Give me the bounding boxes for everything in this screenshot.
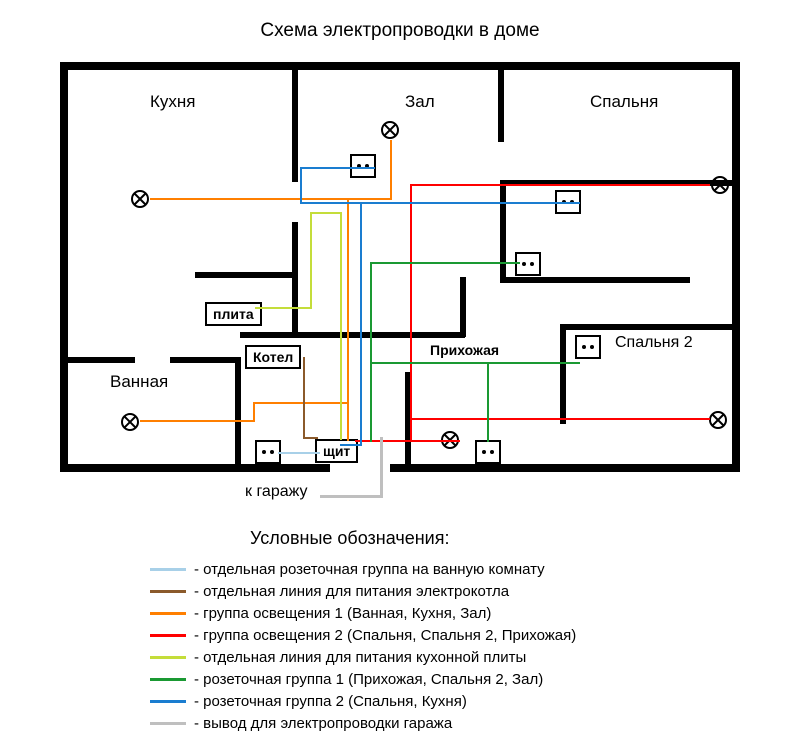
wire-green	[370, 262, 520, 264]
socket-icon	[575, 335, 601, 359]
legend-text: - отдельная розеточная группа на ванную …	[194, 561, 545, 578]
wire-red	[410, 184, 412, 442]
lamp-icon	[708, 410, 728, 430]
legend-text: - розеточная группа 1 (Прихожая, Спальня…	[194, 671, 543, 688]
wire-yellowgreen	[310, 212, 312, 307]
wire-orange	[150, 198, 392, 200]
wire-orange	[253, 402, 255, 422]
wire-green	[487, 362, 489, 442]
socket-icon	[515, 252, 541, 276]
device-boiler: Котел	[245, 345, 301, 369]
wire-blue	[360, 202, 362, 444]
legend-text: - розеточная группа 2 (Спальня, Кухня)	[194, 693, 467, 710]
wire-green	[370, 362, 580, 364]
lamp-icon	[120, 412, 140, 432]
socket-icon	[350, 154, 376, 178]
legend-swatch	[150, 722, 186, 725]
wire-yellowgreen	[255, 307, 312, 309]
floor-plan: Кухня Зал Спальня Ванная Спальня 2 Прихо…	[60, 62, 740, 472]
legend-swatch	[150, 678, 186, 681]
legend-swatch	[150, 700, 186, 703]
legend-row: - группа освещения 2 (Спальня, Спальня 2…	[150, 624, 576, 646]
legend-swatch	[150, 656, 186, 659]
wire-gray	[380, 437, 383, 497]
wire-brown	[303, 357, 305, 439]
room-corridor: Прихожая	[430, 342, 499, 358]
room-bedroom2: Спальня 2	[615, 334, 693, 352]
legend-row: - розеточная группа 1 (Прихожая, Спальня…	[150, 668, 576, 690]
legend-row: - отдельная розеточная группа на ванную …	[150, 558, 576, 580]
wire-gray	[320, 495, 383, 498]
wire-yellowgreen	[340, 212, 342, 440]
room-bathroom: Ванная	[110, 372, 168, 392]
room-hall: Зал	[405, 92, 435, 112]
legend-swatch	[150, 590, 186, 593]
legend-row: - розеточная группа 2 (Спальня, Кухня)	[150, 690, 576, 712]
wire-lightblue	[278, 452, 320, 454]
device-panel: щит	[315, 439, 358, 463]
legend-row: - отдельная линия для питания электрокот…	[150, 580, 576, 602]
wire-orange	[390, 140, 392, 200]
wire-yellowgreen	[310, 212, 342, 214]
legend-swatch	[150, 634, 186, 637]
diagram-title: Схема электропроводки в доме	[0, 20, 800, 42]
wire-red	[410, 184, 710, 186]
wire-orange	[347, 198, 349, 441]
wire-brown	[303, 437, 318, 439]
legend: - отдельная розеточная группа на ванную …	[150, 558, 576, 734]
device-stove: плита	[205, 302, 262, 326]
legend-row: - группа освещения 1 (Ванная, Кухня, Зал…	[150, 602, 576, 624]
lamp-icon	[380, 120, 400, 140]
room-bedroom1: Спальня	[590, 92, 658, 112]
wire-blue	[300, 167, 375, 169]
wire-blue	[340, 444, 362, 446]
legend-text: - вывод для электропроводки гаража	[194, 715, 452, 732]
garage-label: к гаражу	[245, 483, 308, 501]
legend-text: - группа освещения 1 (Ванная, Кухня, Зал…	[194, 605, 491, 622]
wire-orange	[140, 420, 255, 422]
wire-blue	[300, 167, 302, 202]
legend-swatch	[150, 568, 186, 571]
legend-swatch	[150, 612, 186, 615]
wire-orange	[253, 402, 349, 404]
room-kitchen: Кухня	[150, 92, 196, 112]
legend-row: - отдельная линия для питания кухонной п…	[150, 646, 576, 668]
legend-row: - вывод для электропроводки гаража	[150, 712, 576, 734]
lamp-icon	[710, 175, 730, 195]
legend-text: - отдельная линия для питания электрокот…	[194, 583, 509, 600]
wire-blue	[300, 202, 580, 204]
legend-text: - отдельная линия для питания кухонной п…	[194, 649, 526, 666]
legend-text: - группа освещения 2 (Спальня, Спальня 2…	[194, 627, 576, 644]
lamp-icon	[130, 189, 150, 209]
socket-icon	[475, 440, 501, 464]
legend-title: Условные обозначения:	[250, 528, 449, 549]
wire-green	[370, 262, 372, 442]
wire-red	[410, 418, 710, 420]
